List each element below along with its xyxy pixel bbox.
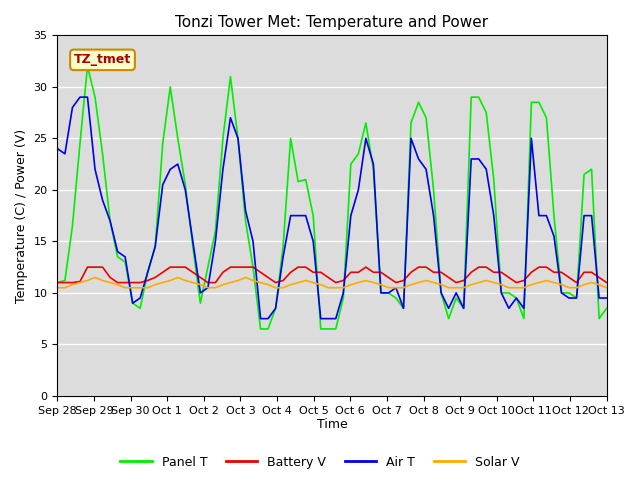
Battery V xyxy=(182,264,189,270)
Battery V xyxy=(557,269,565,275)
Solar V xyxy=(603,285,611,290)
Air T xyxy=(377,290,385,296)
Line: Panel T: Panel T xyxy=(58,66,607,329)
Air T xyxy=(182,187,189,193)
Panel T xyxy=(54,280,61,286)
Battery V xyxy=(174,264,182,270)
Solar V xyxy=(174,275,182,280)
Solar V xyxy=(182,277,189,283)
Panel T xyxy=(369,167,377,172)
Panel T xyxy=(182,182,189,188)
Battery V xyxy=(603,280,611,286)
Battery V xyxy=(362,264,370,270)
Line: Solar V: Solar V xyxy=(58,277,607,288)
Battery V xyxy=(242,264,250,270)
Panel T xyxy=(257,326,264,332)
Air T xyxy=(242,207,250,213)
Y-axis label: Temperature (C) / Power (V): Temperature (C) / Power (V) xyxy=(15,129,28,303)
Text: TZ_tmet: TZ_tmet xyxy=(74,53,131,66)
Panel T xyxy=(242,218,250,224)
Battery V xyxy=(369,269,377,275)
Air T xyxy=(174,161,182,167)
Solar V xyxy=(362,277,370,283)
Line: Battery V: Battery V xyxy=(58,267,607,283)
Air T xyxy=(603,295,611,301)
Panel T xyxy=(565,290,573,296)
X-axis label: Time: Time xyxy=(317,419,348,432)
Battery V xyxy=(54,280,61,286)
Solar V xyxy=(54,285,61,290)
Panel T xyxy=(84,63,92,69)
Title: Tonzi Tower Met: Temperature and Power: Tonzi Tower Met: Temperature and Power xyxy=(175,15,488,30)
Solar V xyxy=(369,280,377,286)
Air T xyxy=(54,146,61,152)
Panel T xyxy=(603,305,611,311)
Solar V xyxy=(242,275,250,280)
Line: Air T: Air T xyxy=(58,97,607,319)
Air T xyxy=(76,94,84,100)
Solar V xyxy=(91,275,99,280)
Air T xyxy=(369,161,377,167)
Air T xyxy=(565,295,573,301)
Solar V xyxy=(557,282,565,288)
Legend: Panel T, Battery V, Air T, Solar V: Panel T, Battery V, Air T, Solar V xyxy=(115,451,525,474)
Battery V xyxy=(84,264,92,270)
Panel T xyxy=(377,290,385,296)
Air T xyxy=(257,316,264,322)
Panel T xyxy=(174,135,182,141)
